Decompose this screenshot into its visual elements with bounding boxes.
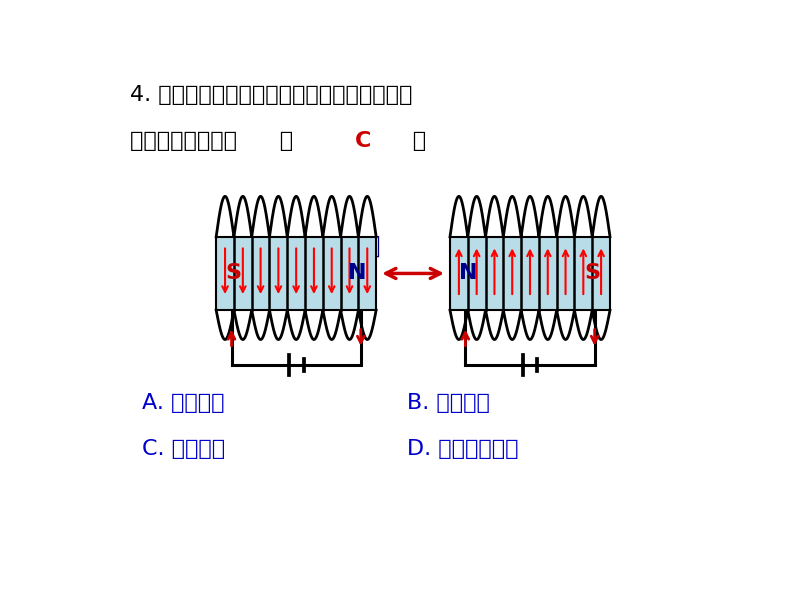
Text: 相靠近时，它们将      （: 相靠近时，它们将 （ xyxy=(130,131,307,151)
Bar xyxy=(450,237,610,310)
Text: A. 静止不动: A. 静止不动 xyxy=(142,393,225,413)
Text: 相斥: 相斥 xyxy=(353,234,381,258)
Bar xyxy=(216,237,376,310)
Text: C. 互相排斥: C. 互相排斥 xyxy=(142,439,225,459)
Text: B. 互相吸引: B. 互相吸引 xyxy=(407,393,490,413)
Text: ）: ） xyxy=(370,131,426,151)
Text: 4. 下图中为两只轻小的通电螺线管，当它们互: 4. 下图中为两只轻小的通电螺线管，当它们互 xyxy=(130,85,412,105)
Text: D. 一齐向左运动: D. 一齐向左运动 xyxy=(407,439,518,459)
Text: N: N xyxy=(349,263,367,284)
Text: N: N xyxy=(459,263,478,284)
Text: S: S xyxy=(225,263,241,284)
Text: S: S xyxy=(584,263,601,284)
Text: C: C xyxy=(355,131,371,151)
